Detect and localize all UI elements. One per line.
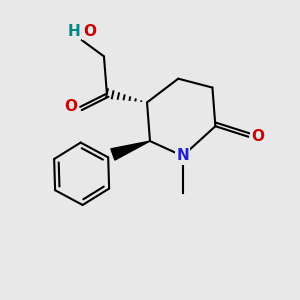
Text: O: O <box>252 129 265 144</box>
Text: N: N <box>176 148 189 164</box>
Polygon shape <box>111 141 150 160</box>
Text: O: O <box>83 23 96 38</box>
Text: H: H <box>68 23 80 38</box>
Text: O: O <box>64 99 77 114</box>
